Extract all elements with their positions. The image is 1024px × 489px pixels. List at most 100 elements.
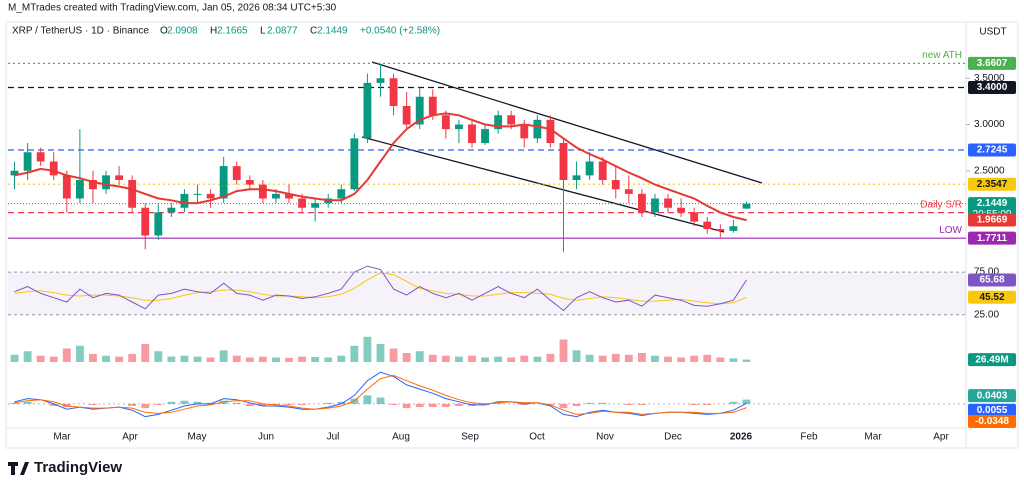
volume-bar — [62, 348, 71, 362]
volume-bar — [49, 356, 58, 362]
ohlc-letter: C — [310, 26, 317, 37]
macd-hist — [729, 401, 738, 404]
x-tick-label: Mar — [864, 432, 882, 443]
y-tick-label: 3.0000 — [974, 119, 1005, 130]
rsi-band — [8, 272, 966, 315]
volume-bar — [167, 356, 176, 362]
macd-label-box — [968, 403, 1016, 417]
rsi-ma-label-box — [968, 290, 1016, 304]
volume-bar — [272, 357, 280, 362]
symbol-title: XRP / TetherUS · 1D · Binance — [12, 26, 149, 37]
level-note: Daily S/R — [920, 199, 962, 210]
volume-bar — [520, 355, 529, 362]
macd-hist — [520, 403, 529, 405]
macd-hist — [428, 403, 437, 408]
candle-body — [219, 166, 228, 199]
macd-hist — [324, 402, 333, 404]
sma-label: 1.9669 — [977, 215, 1008, 226]
candle-body — [180, 193, 189, 208]
candle-body — [533, 119, 542, 139]
candle-body — [193, 193, 202, 195]
macd-hist — [690, 403, 699, 405]
sma-label-box — [968, 213, 1016, 227]
macd-hist — [637, 403, 646, 405]
currency: USDT — [979, 27, 1006, 38]
candle-body — [507, 115, 516, 125]
volume-bar — [75, 345, 84, 362]
macd-hist — [128, 403, 137, 406]
macd-hist — [245, 403, 254, 406]
macd-hist — [415, 403, 424, 408]
candle-body — [559, 143, 568, 180]
rsi-label: 65.68 — [979, 275, 1004, 286]
volume-bar — [559, 339, 568, 362]
volume-bar — [742, 359, 751, 362]
candle-body — [402, 106, 411, 125]
x-tick-label: Jun — [258, 432, 274, 443]
volume-bar — [585, 354, 594, 362]
candle-body — [298, 198, 306, 208]
rsi-tick-label: 75.00 — [974, 267, 999, 278]
candle-body — [75, 180, 84, 199]
macd-hist — [376, 397, 385, 404]
candle-body — [415, 96, 424, 125]
candle-body — [102, 175, 110, 190]
volume-bar — [10, 354, 19, 362]
macd-hist — [258, 403, 267, 406]
volume-bar — [285, 357, 293, 362]
volume-bar — [703, 354, 712, 362]
volume-bar — [716, 357, 725, 362]
x-tick-label: Dec — [664, 432, 682, 443]
volume-bar — [324, 357, 333, 362]
level-note: LOW — [939, 225, 962, 236]
volume-bar — [258, 356, 267, 362]
volume-bar — [219, 350, 228, 362]
candle-body — [703, 221, 712, 230]
macd-hist — [285, 403, 293, 405]
brand: TradingView — [34, 459, 122, 476]
macd-hist — [585, 402, 594, 404]
ohlc-value: 2.0908 — [167, 26, 198, 37]
volume-bar — [232, 355, 241, 362]
macd-hist — [494, 402, 503, 404]
candle-body — [481, 129, 489, 143]
x-tick-label: 2026 — [730, 432, 753, 443]
volume-bar — [128, 353, 137, 362]
level-label: 1.7711 — [977, 233, 1007, 244]
candle-body — [36, 152, 45, 162]
volume-bar — [206, 357, 215, 362]
volume-bar — [611, 353, 620, 362]
macd-hist — [49, 403, 58, 406]
candle-body — [598, 161, 607, 180]
volume-bar — [36, 355, 45, 362]
rsi-line — [14, 265, 747, 312]
creator: M_MTrades created with TradingView.com, … — [8, 3, 337, 14]
x-tick-label: Mar — [53, 432, 71, 443]
level-label-box — [968, 231, 1016, 245]
volume-bar — [363, 336, 372, 362]
volume-bar — [415, 351, 424, 362]
candle-body — [651, 198, 659, 213]
macd-hist — [624, 403, 633, 405]
ohlc-value: 2.0877 — [267, 26, 298, 37]
candle-body — [585, 161, 594, 176]
volume-label: 26.49M — [975, 354, 1008, 365]
candle-body — [167, 207, 176, 213]
candle-body — [311, 203, 320, 208]
level-label: 3.4000 — [977, 82, 1008, 93]
candle-body — [546, 119, 555, 143]
x-tick-label: Sep — [461, 432, 479, 443]
macd-hist — [62, 403, 71, 408]
candle-body — [62, 175, 71, 199]
level-label-box — [968, 177, 1016, 191]
y-tick-label: 3.5000 — [974, 73, 1005, 84]
logo-mark — [8, 462, 29, 475]
candle-body — [23, 152, 32, 171]
candle-body — [637, 193, 646, 213]
volume-bar — [141, 344, 150, 362]
volume-bar — [102, 355, 110, 362]
volume-bar — [664, 356, 672, 362]
candle-body — [376, 78, 385, 83]
rsi-label-box — [968, 273, 1016, 287]
